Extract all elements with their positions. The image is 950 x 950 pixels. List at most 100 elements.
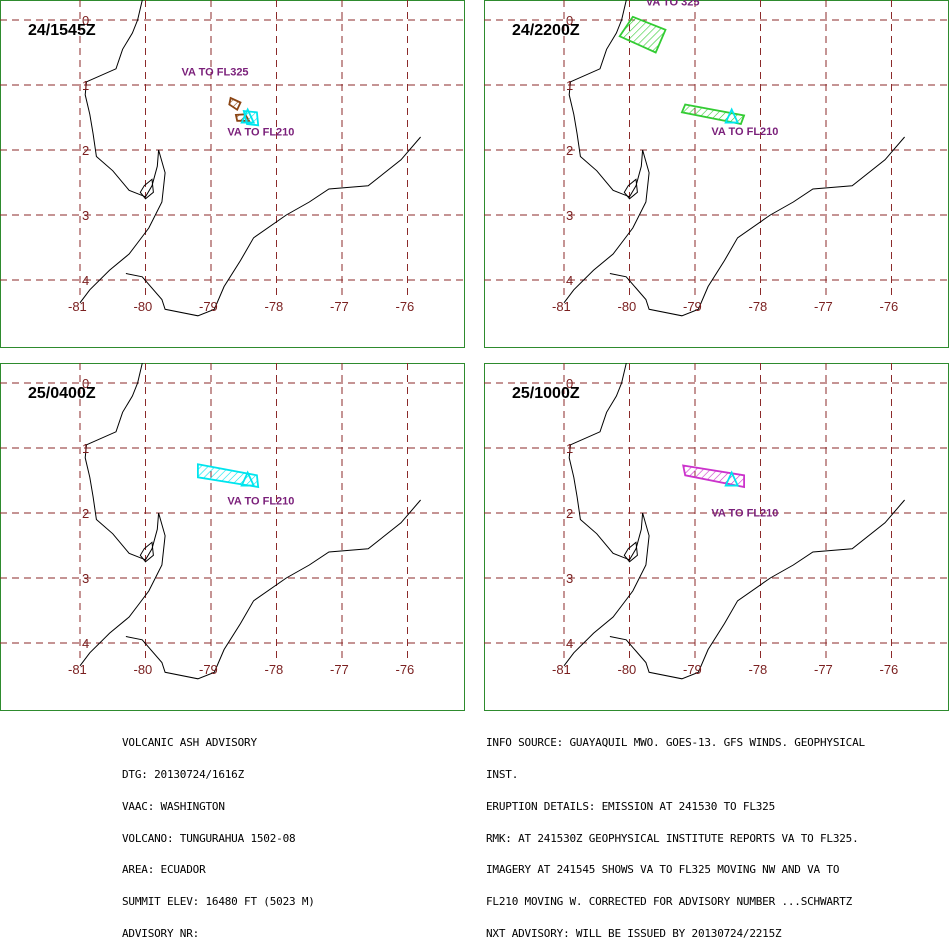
map-panel-3: 0 1 2 3 4 -81 -80 -79 -78 -77 -76 VA TO FL210 25/040… <box>0 363 480 711</box>
advisory-line: INST. <box>486 767 519 781</box>
lon-tick-label: -80 <box>618 299 637 314</box>
coastline <box>79 0 166 304</box>
map-panel-1: 0 1 2 3 4 -81 -80 -79 -78 -77 -76 VA TO FL325 VA TO … <box>0 0 480 348</box>
ash-cloud-polygon <box>618 15 667 54</box>
lon-tick-label: -78 <box>265 299 284 314</box>
advisory-line: ERUPTION DETAILS: EMISSION AT 241530 TO … <box>486 799 776 813</box>
advisory-line: DTG: 20130724/1616Z <box>122 767 245 781</box>
advisory-line: RMK: AT 241530Z GEOPHYSICAL INSTITUTE RE… <box>486 831 859 845</box>
lon-tick-label: -77 <box>814 662 833 677</box>
lat-tick-label: 4 <box>566 636 573 651</box>
map-panel-2: 0 1 2 3 4 -81 -80 -79 -78 -77 -76 VA TO 325 VA TO FL… <box>484 0 950 348</box>
coastline <box>79 363 166 667</box>
advisory-line: VAAC: WASHINGTON <box>122 799 225 813</box>
country-border <box>609 136 905 317</box>
panel-timestamp: 25/0400Z <box>28 385 96 402</box>
lat-tick-label: 3 <box>566 208 573 223</box>
lon-tick-label: -76 <box>396 299 415 314</box>
ash-level-label: VA TO 325 <box>646 0 700 9</box>
country-border <box>609 499 905 680</box>
ash-cloud-polygon <box>682 464 746 489</box>
advisory-summary: VOLCANIC ASH ADVISORY DTG: 20130724/1616… <box>122 717 315 950</box>
volcano-icon <box>724 107 740 124</box>
lat-tick-label: 0 <box>566 376 573 391</box>
country-border <box>125 499 421 680</box>
panel-frame <box>0 0 465 348</box>
lat-tick-label: 1 <box>566 441 573 456</box>
panel-frame <box>484 0 949 348</box>
lon-tick-label: -77 <box>814 299 833 314</box>
lon-tick-label: -81 <box>68 299 87 314</box>
lat-tick-label: 1 <box>82 78 89 93</box>
advisory-line: IMAGERY AT 241545 SHOWS VA TO FL325 MOVI… <box>486 863 840 877</box>
lon-tick-label: -81 <box>68 662 87 677</box>
lat-tick-label: 4 <box>566 273 573 288</box>
ash-level-label: VA TO FL325 <box>182 66 249 78</box>
map-svg: 0 1 2 3 4 -81 -80 -79 -78 -77 -76 VA TO FL325 VA TO … <box>0 0 465 348</box>
lat-tick-label: 2 <box>82 506 89 521</box>
volcano-icon <box>240 470 256 487</box>
lat-tick-label: 0 <box>566 13 573 28</box>
map-svg: 0 1 2 3 4 -81 -80 -79 -78 -77 -76 VA TO FL210 25/100… <box>484 363 949 711</box>
ash-cloud-polygon <box>228 96 242 112</box>
advisory-line: NXT ADVISORY: WILL BE ISSUED BY 20130724… <box>486 926 782 940</box>
lat-tick-label: 4 <box>82 636 89 651</box>
advisory-line: SUMMIT ELEV: 16480 FT (5023 M) <box>122 895 315 909</box>
advisory-line: AREA: ECUADOR <box>122 863 206 877</box>
lat-tick-label: 0 <box>82 376 89 391</box>
lat-tick-label: 1 <box>566 78 573 93</box>
lon-tick-label: -79 <box>683 662 702 677</box>
lat-tick-label: 3 <box>82 571 89 586</box>
lat-tick-label: 2 <box>566 143 573 158</box>
lat-tick-label: 1 <box>82 441 89 456</box>
lon-tick-label: -76 <box>396 662 415 677</box>
advisory-line: VOLCANO: TUNGURAHUA 1502-08 <box>122 831 296 845</box>
advisory-line: INFO SOURCE: GUAYAQUIL MWO. GOES-13. GFS… <box>486 736 865 750</box>
lon-tick-label: -79 <box>683 299 702 314</box>
volcano-icon <box>724 470 740 487</box>
ash-level-label: VA TO FL210 <box>227 127 294 139</box>
ash-cloud-polygon <box>680 103 746 126</box>
map-svg: 0 1 2 3 4 -81 -80 -79 -78 -77 -76 VA TO FL210 25/040… <box>0 363 465 711</box>
lon-tick-label: -79 <box>199 299 218 314</box>
map-panel-4: 0 1 2 3 4 -81 -80 -79 -78 -77 -76 VA TO FL210 25/100… <box>484 363 950 711</box>
lon-tick-label: -78 <box>749 662 768 677</box>
panel-frame <box>0 363 465 711</box>
panel-timestamp: 25/1000Z <box>512 385 580 402</box>
country-border <box>125 136 421 317</box>
lat-tick-label: 0 <box>82 13 89 28</box>
lat-tick-label: 2 <box>82 143 89 158</box>
panel-frame <box>484 363 949 711</box>
ash-level-label: VA TO FL210 <box>711 507 778 519</box>
advisory-line: ADVISORY NR: <box>122 926 200 940</box>
lon-tick-label: -77 <box>330 299 349 314</box>
island <box>623 541 638 563</box>
lat-tick-label: 3 <box>566 571 573 586</box>
lon-tick-label: -80 <box>134 662 153 677</box>
lat-tick-label: 4 <box>82 273 89 288</box>
advisory-line: FL210 MOVING W. CORRECTED FOR ADVISORY N… <box>486 895 853 909</box>
island <box>623 178 638 200</box>
lon-tick-label: -81 <box>552 299 571 314</box>
advisory-line: VOLCANIC ASH ADVISORY <box>122 736 257 750</box>
lon-tick-label: -77 <box>330 662 349 677</box>
volcano-icon <box>240 107 256 124</box>
panel-timestamp: 24/1545Z <box>28 22 96 39</box>
ash-level-label: VA TO FL210 <box>227 496 294 508</box>
panel-timestamp: 24/2200Z <box>512 22 580 39</box>
lon-tick-label: -76 <box>880 299 899 314</box>
lon-tick-label: -78 <box>265 662 284 677</box>
lon-tick-label: -76 <box>880 662 899 677</box>
coastline <box>563 363 650 667</box>
lon-tick-label: -79 <box>199 662 218 677</box>
lon-tick-label: -80 <box>134 299 153 314</box>
ash-level-label: VA TO FL210 <box>711 126 778 138</box>
coastline <box>563 0 650 304</box>
island <box>139 541 154 563</box>
lat-tick-label: 3 <box>82 208 89 223</box>
island <box>139 178 154 200</box>
map-svg: 0 1 2 3 4 -81 -80 -79 -78 -77 -76 VA TO 325 VA TO FL… <box>484 0 949 348</box>
lon-tick-label: -81 <box>552 662 571 677</box>
advisory-details: INFO SOURCE: GUAYAQUIL MWO. GOES-13. GFS… <box>486 717 865 950</box>
lat-tick-label: 2 <box>566 506 573 521</box>
